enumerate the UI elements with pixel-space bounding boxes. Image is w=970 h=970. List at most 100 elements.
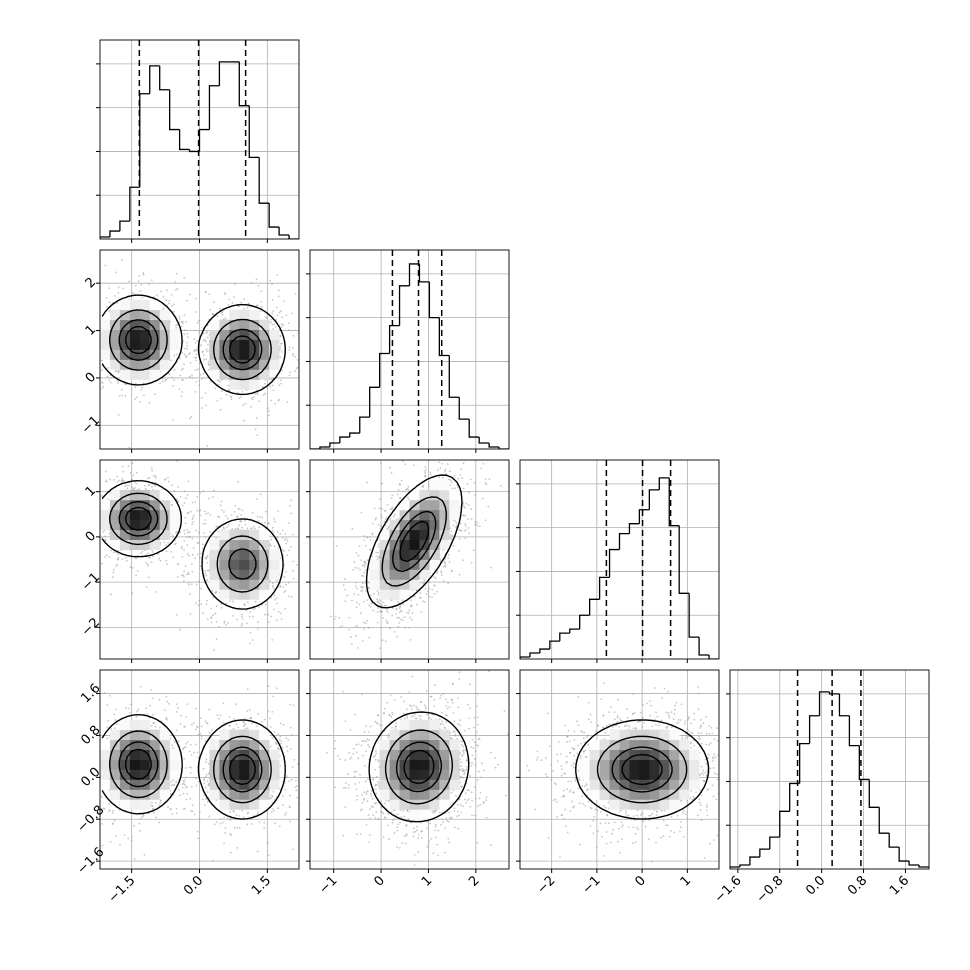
scatter-point [137,708,140,711]
density-cell [239,729,250,741]
scatter-point [230,398,233,401]
scatter-point [93,371,95,373]
scatter-point [163,709,166,712]
scatter-point [279,533,282,535]
scatter-point [241,526,244,529]
scatter-point [133,487,136,489]
density-cell [109,759,121,770]
scatter-point [101,381,104,384]
scatter-point [154,393,156,395]
density-cell [100,339,111,350]
density-cell [229,369,240,380]
scatter-point [198,384,201,387]
scatter-point [166,700,169,703]
scatter-point [218,625,220,628]
histogram-bin [658,477,670,490]
density-cell [159,519,171,531]
scatter-point [271,384,274,387]
histogram-panel-2 [306,249,510,453]
scatter-point [204,513,207,515]
density-cell [129,319,141,330]
scatter-point [272,310,275,312]
scatter-point [302,547,304,549]
y-tick-label: −2 [79,615,103,639]
density-cell [209,319,220,330]
density-cell [229,379,240,390]
scatter-point [250,397,253,400]
histogram-bin [888,833,900,848]
scatter-point [100,795,103,798]
scatter-point [248,709,251,711]
scatter-point [65,770,67,772]
scatter-point [297,763,299,766]
scatter-point [175,353,178,356]
scatter-point [93,758,95,760]
scatter-point [182,808,185,811]
scatter-point [390,497,393,499]
scatter-point [285,542,288,545]
scatter-point [151,697,154,700]
scatter-point [205,775,207,778]
scatter-point [312,810,314,812]
density-cell [249,579,260,590]
density-cell [119,769,131,780]
scatter-point [152,808,154,811]
scatter-point [110,376,112,379]
density-cell [269,779,280,790]
scatter-point [227,304,230,306]
y-tick-label: 1 [83,483,99,499]
scatter-point [302,523,304,525]
density-cell [129,329,141,340]
scatter-point [229,395,232,398]
density-cell [209,569,220,580]
scatter-point [150,688,153,691]
y-tick-label: 0 [83,370,99,386]
scatter-point [191,553,194,556]
scatter-point [121,465,124,468]
histogram-bin [648,489,660,510]
histogram-bin [319,446,330,449]
density-cell [259,789,270,800]
scatter-point [146,563,149,566]
scatter-point [205,574,208,577]
scatter-point [207,497,210,500]
scatter-point [68,503,70,505]
scatter-point [103,691,106,694]
scatter-point [170,294,173,296]
scatter-point [258,400,261,403]
scatter-point [132,474,135,477]
scatter-point [229,817,232,820]
scatter-point [95,757,97,759]
density-cell [129,359,141,370]
density-cell [229,759,240,770]
scatter-point [170,781,173,783]
scatter-point [186,703,189,706]
scatter-point [95,750,97,752]
scatter-point [134,382,137,385]
scatter-point [254,600,257,603]
scatter-point [452,524,455,527]
scatter-point [60,377,62,379]
density-cell [139,309,151,321]
density-cell [249,529,260,540]
scatter-point [134,398,137,400]
density-cell [249,309,260,321]
scatter-point [217,717,220,720]
scatter-point [245,609,248,612]
density-cell [219,579,230,590]
scatter-point [172,303,175,306]
scatter-point [273,520,276,523]
scatter-point [203,510,206,513]
scatter-point [116,475,118,478]
scatter-point [269,797,272,799]
contour-level-3 [118,501,257,580]
scatter-point [213,823,216,826]
scatter-point [90,712,92,714]
density-cell [119,539,131,550]
scatter-point [207,512,210,515]
scatter-point [190,510,193,513]
scatter-point [281,747,284,749]
scatter-point [296,784,298,787]
scatter-point [117,556,120,559]
scatter-point [258,606,260,608]
